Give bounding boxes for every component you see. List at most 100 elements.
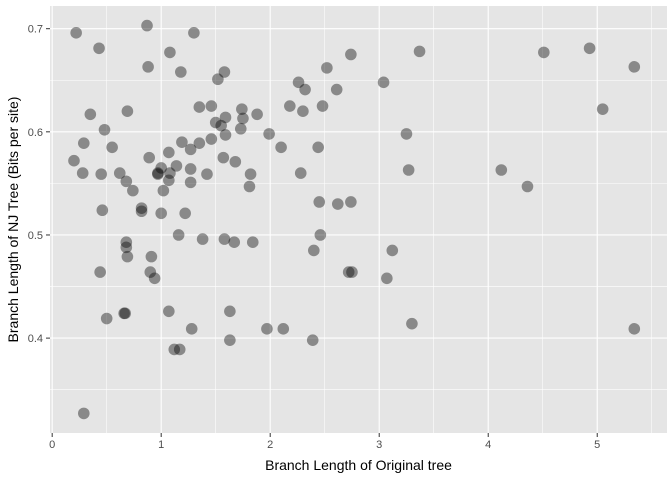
data-point	[628, 61, 641, 73]
data-point	[246, 236, 259, 248]
data-point	[184, 143, 197, 156]
y-tick-label: 0.4	[28, 333, 43, 345]
data-point	[164, 46, 176, 59]
data-point	[193, 137, 206, 149]
data-point	[100, 312, 113, 325]
data-point	[521, 180, 534, 193]
data-point	[185, 323, 198, 335]
data-point	[583, 42, 596, 55]
data-point	[163, 174, 175, 187]
data-point	[275, 141, 287, 154]
data-point	[184, 163, 197, 175]
x-tick-label: 1	[158, 439, 164, 451]
data-point	[193, 101, 206, 113]
data-point	[251, 108, 263, 121]
data-point	[143, 151, 155, 164]
data-point	[96, 204, 109, 217]
data-point	[93, 42, 105, 55]
data-point	[381, 272, 393, 285]
data-point	[386, 244, 399, 257]
data-point	[345, 196, 357, 208]
data-point	[68, 154, 80, 167]
data-point	[120, 241, 133, 254]
data-point	[145, 250, 158, 263]
data-point	[331, 198, 344, 210]
x-axis-title: Branch Length of Original tree	[265, 457, 452, 473]
y-tick-label: 0.6	[28, 127, 43, 139]
data-point	[120, 175, 133, 188]
data-point	[224, 305, 236, 318]
data-point	[76, 167, 89, 179]
data-point	[495, 164, 508, 176]
data-point	[297, 105, 309, 118]
y-axis: 0.4 0.5 0.6 0.7	[28, 24, 50, 345]
data-point	[342, 266, 355, 278]
data-point	[164, 167, 176, 179]
data-point	[377, 76, 390, 89]
data-point	[201, 168, 213, 180]
x-tick-label: 4	[485, 439, 491, 451]
data-point	[163, 305, 175, 318]
data-point	[170, 160, 183, 172]
data-point	[299, 83, 311, 96]
data-point	[142, 61, 154, 73]
data-point	[119, 307, 132, 320]
data-point	[314, 229, 327, 241]
data-point	[120, 236, 133, 248]
data-point	[413, 45, 426, 58]
data-point	[179, 207, 191, 220]
x-tick-label: 2	[267, 439, 273, 451]
data-point	[188, 27, 200, 39]
data-point	[402, 164, 415, 176]
data-point	[294, 167, 307, 179]
data-point	[306, 334, 319, 346]
data-point	[155, 207, 167, 220]
data-point	[172, 229, 185, 241]
data-point	[205, 100, 218, 112]
data-point	[261, 323, 273, 335]
data-point	[628, 323, 641, 335]
data-point	[168, 343, 181, 356]
data-point	[163, 146, 175, 159]
data-point	[224, 334, 236, 346]
data-points	[68, 19, 641, 420]
data-point	[106, 141, 118, 154]
data-point	[135, 205, 148, 218]
data-point	[205, 133, 218, 145]
data-point	[94, 266, 106, 278]
data-point	[346, 266, 358, 278]
data-point	[236, 103, 248, 115]
data-point	[312, 141, 324, 154]
data-point	[121, 250, 134, 263]
data-point	[155, 162, 167, 174]
data-point	[406, 317, 418, 330]
data-point	[144, 266, 157, 278]
x-tick-label: 3	[376, 439, 382, 451]
data-point	[228, 236, 241, 248]
data-point	[173, 343, 186, 356]
x-axis: 0 1 2 3 4 5	[49, 433, 600, 451]
data-point	[277, 323, 290, 335]
y-tick-label: 0.5	[28, 230, 43, 242]
data-point	[77, 137, 90, 149]
data-point	[121, 105, 134, 118]
data-point	[212, 73, 224, 86]
x-tick-label: 5	[594, 439, 600, 451]
data-point	[98, 123, 111, 136]
data-point	[135, 202, 148, 214]
data-point	[77, 407, 90, 420]
data-point	[218, 66, 231, 78]
data-point	[152, 167, 164, 179]
data-point	[209, 116, 222, 129]
data-point	[196, 233, 209, 245]
data-point	[218, 233, 231, 245]
data-point	[148, 272, 161, 285]
data-point	[596, 103, 609, 115]
data-point	[95, 168, 108, 180]
data-point	[400, 128, 413, 140]
data-point	[345, 48, 357, 61]
data-point	[118, 307, 130, 320]
data-point	[308, 244, 320, 257]
data-point	[219, 111, 232, 124]
